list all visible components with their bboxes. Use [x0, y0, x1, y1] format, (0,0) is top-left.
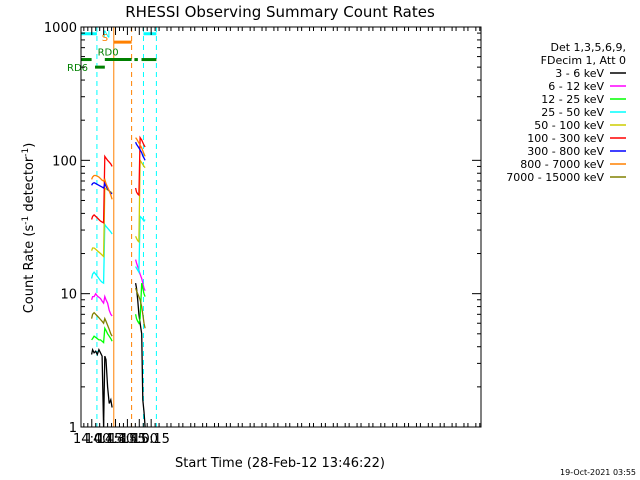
legend-entry-label: 12 - 25 keV [541, 93, 604, 106]
x-axis-label: Start Time (28-Feb-12 13:46:22) [175, 456, 385, 471]
flag-label-n: N [103, 30, 110, 41]
x-tick-label: 14:15 [85, 432, 122, 447]
series-line [90, 174, 113, 200]
flag-layer: NS RD0 RD6 [67, 27, 157, 427]
legend-entry-label: 50 - 100 keV [534, 119, 604, 132]
legend: Det 1,3,5,6,9, FDecim 1, Att 0 3 - 6 keV… [506, 41, 626, 184]
series-line [90, 154, 113, 224]
legend-entry-label: 800 - 7000 keV [520, 158, 604, 171]
series-line [90, 292, 113, 317]
y-tick-label: 100 [52, 154, 77, 169]
y-axis-label: Count Rate (s-1 detector-1) [21, 143, 37, 314]
y-axis-label-mid: detector [22, 156, 37, 216]
y-axis-label-end: ) [22, 143, 37, 148]
x-tick-label: 14:00 [73, 432, 110, 447]
series-line [135, 214, 146, 275]
series-line [90, 222, 113, 285]
timestamp: 19-Oct-2021 03:55 [560, 468, 636, 477]
flag-label-rd6: RD6 [67, 63, 88, 74]
series-line [134, 135, 146, 197]
series-line [90, 347, 113, 428]
y-tick-label: 1000 [44, 21, 77, 36]
series-line [134, 141, 146, 161]
plot-frame [80, 26, 482, 428]
series-line [134, 259, 146, 292]
y-tick-label: 10 [60, 288, 77, 303]
x-tick-label: 15:15 [132, 432, 169, 447]
flag-label-rd0: RD0 [98, 48, 119, 59]
series-layer [90, 135, 146, 428]
series-line [134, 287, 146, 329]
legend-header-2: FDecim 1, Att 0 [541, 54, 626, 67]
legend-entry-label: 100 - 300 keV [527, 132, 604, 145]
legend-entry-label: 6 - 12 keV [548, 80, 604, 93]
legend-header-1: Det 1,3,5,6,9, [550, 41, 626, 54]
chart-title: RHESSI Observing Summary Count Rates [125, 3, 435, 21]
series-line [90, 311, 113, 337]
x-tick-label: 14:30 [97, 432, 134, 447]
flag-label-s: S [102, 33, 108, 44]
y-tick-label: 1 [69, 421, 77, 436]
legend-entry-label: 7000 - 15000 keV [506, 171, 604, 184]
series-line [91, 326, 113, 344]
legend-entry-label: 300 - 800 keV [527, 145, 604, 158]
series-line [135, 137, 146, 157]
series-line [134, 282, 146, 325]
y-axis-label-sup1: -1 [21, 216, 31, 225]
legend-entry-label: 25 - 50 keV [541, 106, 604, 119]
x-tick-label: 15:00 [121, 432, 158, 447]
y-axis-label-sup2: -1 [21, 148, 31, 157]
y-axis-label-main: Count Rate (s [22, 225, 37, 314]
x-tick-label: 14:45 [109, 432, 146, 447]
legend-entry-label: 3 - 6 keV [555, 67, 604, 80]
